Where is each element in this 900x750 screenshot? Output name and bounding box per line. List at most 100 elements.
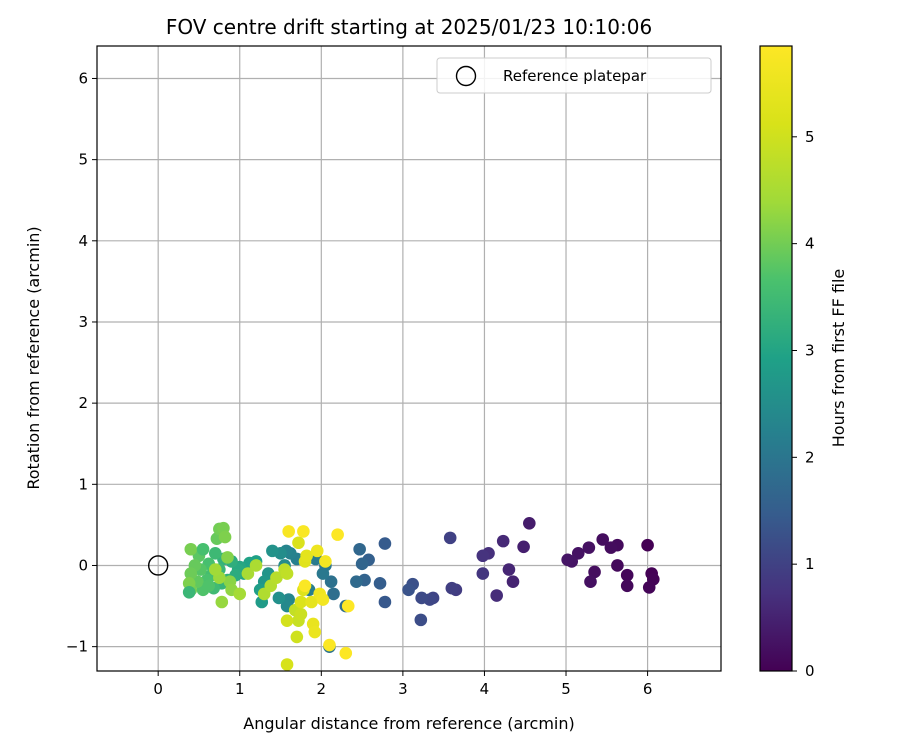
- scatter-point: [620, 579, 634, 593]
- scatter-point: [266, 544, 279, 558]
- y-tick-label: 2: [78, 394, 88, 412]
- legend-label: Reference platepar: [503, 67, 647, 85]
- scatter-point: [341, 599, 355, 613]
- scatter-point: [642, 581, 656, 594]
- colorbar-tick-label: 2: [805, 448, 815, 466]
- colorbar-label: Hours from first FF file: [829, 269, 848, 448]
- scatter-point: [218, 530, 232, 544]
- x-tick-label: 2: [317, 680, 327, 698]
- scatter-point: [182, 577, 196, 590]
- scatter-point: [323, 638, 336, 652]
- scatter-points: [182, 516, 660, 671]
- scatter-point: [182, 585, 196, 599]
- y-tick-label: 5: [78, 151, 88, 169]
- reference-point: [147, 555, 169, 576]
- legend: Reference platepar: [436, 57, 712, 94]
- scatter-point: [414, 613, 428, 627]
- scatter-point: [506, 575, 520, 589]
- scatter-point: [241, 567, 255, 580]
- scatter-point: [305, 595, 318, 609]
- scatter-point: [319, 555, 332, 568]
- y-tick-label: 4: [78, 232, 88, 250]
- legend-box: [436, 57, 712, 94]
- x-tick-label: 3: [398, 680, 408, 698]
- scatter-point: [339, 646, 353, 660]
- x-tick-label: 6: [643, 680, 653, 698]
- scatter-point: [353, 542, 366, 556]
- scatter-point: [282, 525, 295, 538]
- scatter-point: [215, 595, 229, 609]
- scatter-point: [292, 536, 305, 550]
- colorbar-tick-label: 1: [805, 555, 815, 573]
- scatter-point: [249, 559, 263, 572]
- scatter-point: [316, 567, 330, 580]
- scatter-point: [476, 549, 490, 563]
- scatter-point: [604, 541, 618, 554]
- scatter-point: [327, 587, 340, 601]
- scatter-point: [596, 533, 610, 546]
- scatter-point: [378, 595, 392, 609]
- scatter-point: [443, 531, 457, 545]
- scatter-point: [324, 575, 338, 589]
- y-tick-label: 6: [78, 69, 88, 87]
- scatter-point: [350, 575, 363, 589]
- scatter-point: [184, 567, 198, 580]
- chart-title: FOV centre drift starting at 2025/01/23 …: [166, 15, 652, 39]
- scatter-point: [402, 583, 415, 597]
- grid-lines: [97, 46, 721, 671]
- scatter-point: [561, 553, 574, 567]
- scatter-point: [415, 591, 428, 605]
- y-tick-label: 1: [78, 475, 88, 493]
- scatter-point: [294, 607, 308, 621]
- colorbar-tick-label: 0: [805, 662, 815, 680]
- colorbar-tick-label: 3: [805, 341, 815, 359]
- scatter-point: [280, 658, 294, 671]
- scatter-point: [196, 542, 210, 556]
- colorbar-ticks: 0 1 2 3 4 5: [792, 128, 815, 680]
- scatter-point: [280, 614, 294, 627]
- scatter-point: [611, 559, 624, 572]
- scatter-point: [270, 571, 283, 584]
- scatter-point: [378, 537, 392, 550]
- scatter-point: [298, 579, 312, 593]
- scatter-point: [445, 581, 459, 595]
- scatter-point: [490, 589, 503, 602]
- scatter-point: [294, 595, 308, 609]
- reference-marker: [147, 555, 169, 576]
- scatter-point: [588, 565, 601, 579]
- legend-marker: [455, 65, 477, 87]
- scatter-point: [355, 557, 369, 571]
- scatter-point: [290, 630, 304, 644]
- colorbar: 0 1 2 3 4 5 Hours from first FF file: [759, 45, 848, 680]
- scatter-point: [221, 551, 234, 564]
- x-axis-label: Angular distance from reference (arcmin): [243, 714, 574, 733]
- scatter-point: [300, 549, 313, 563]
- scatter-point: [582, 541, 596, 554]
- x-tick-label: 4: [480, 680, 490, 698]
- x-axis-ticks: 0 1 2 3 4 5 6: [153, 671, 652, 698]
- scatter-point: [202, 579, 216, 593]
- colorbar-gradient: [759, 45, 793, 672]
- y-tick-label: −1: [66, 638, 88, 656]
- y-axis-label: Rotation from reference (arcmin): [24, 226, 43, 489]
- scatter-point: [272, 591, 286, 605]
- scatter-point: [233, 587, 247, 601]
- plot-frame: [96, 45, 722, 672]
- x-tick-label: 0: [153, 680, 163, 698]
- scatter-point: [297, 525, 310, 538]
- scatter-point: [331, 528, 344, 541]
- scatter-point: [476, 567, 490, 580]
- scatter-point: [208, 547, 222, 560]
- scatter-point: [641, 538, 654, 552]
- scatter-point: [502, 563, 516, 576]
- scatter-point: [308, 625, 322, 639]
- y-axis-ticks: −1 0 1 2 3 4 5 6: [66, 69, 97, 656]
- scatter-point: [517, 540, 530, 554]
- y-tick-label: 0: [78, 556, 88, 574]
- scatter-point: [280, 567, 294, 580]
- scatter-point: [316, 593, 330, 606]
- scatter-point: [208, 563, 222, 576]
- colorbar-tick-label: 4: [805, 235, 815, 253]
- y-tick-label: 3: [78, 313, 88, 331]
